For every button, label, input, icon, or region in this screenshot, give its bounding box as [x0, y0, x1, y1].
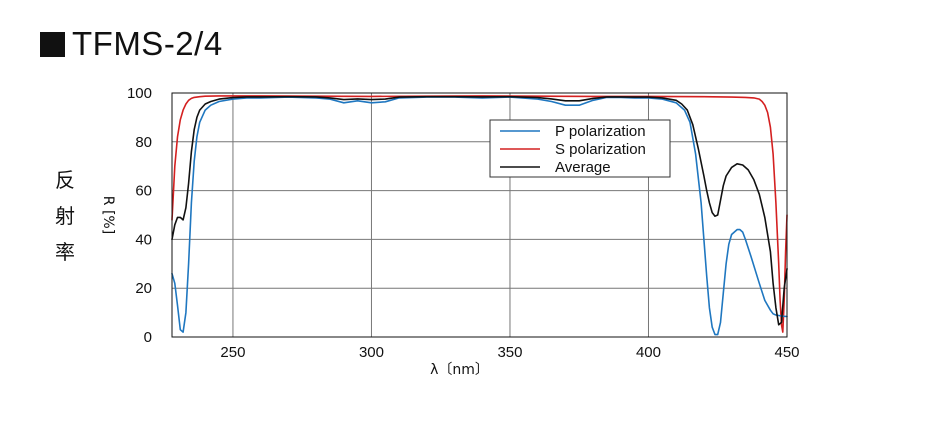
legend-label: Average	[555, 159, 611, 176]
page-title: TFMS-2/4	[40, 22, 223, 66]
x-tick-label: 250	[220, 344, 245, 361]
tick-labels: 0 20 40 60 80 100 250 300 350 400 450	[127, 85, 800, 361]
side-label-char: 反	[55, 168, 75, 192]
side-label-char: 率	[55, 240, 75, 264]
x-tick-label: 400	[636, 344, 661, 361]
y-tick-label: 0	[144, 329, 152, 346]
legend-label: P polarization	[555, 123, 646, 140]
square-bullet-icon	[40, 32, 65, 57]
side-label: 反 射 率	[50, 162, 80, 270]
product-name: TFMS-2/4	[72, 25, 223, 62]
series-lines	[171, 95, 788, 336]
y-tick-label: 60	[135, 183, 152, 200]
x-tick-label: 450	[774, 344, 799, 361]
plot-frame	[171, 92, 788, 338]
x-axis-title: λ〔nm〕	[430, 362, 489, 378]
y-tick-label: 40	[135, 231, 152, 248]
y-tick-label: 80	[135, 134, 152, 151]
y-tick-label: 100	[127, 85, 152, 102]
legend-label: S polarization	[555, 141, 646, 158]
y-tick-label: 20	[135, 280, 152, 297]
x-tick-label: 350	[497, 344, 522, 361]
y-axis-title: R [%]	[100, 196, 116, 234]
grid	[172, 93, 787, 337]
series-line-average	[171, 95, 788, 326]
x-tick-label: 300	[359, 344, 384, 361]
side-label-char: 射	[55, 204, 75, 228]
series-line-s-polarization	[171, 95, 788, 333]
